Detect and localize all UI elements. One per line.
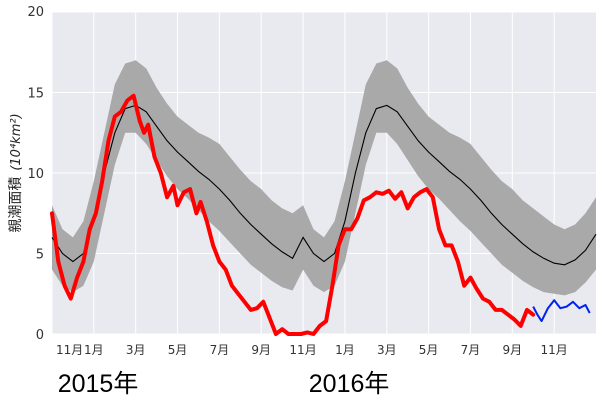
x-tick-label: 5月 <box>168 343 188 357</box>
observed-line <box>50 93 536 336</box>
y-tick-label: 10 <box>27 167 44 182</box>
x-tick-label: 7月 <box>461 343 481 357</box>
x-tick-label: 11月 <box>541 343 568 357</box>
y-tick-label: 0 <box>36 328 44 343</box>
x-tick-labels: 11月 1月 3月 5月 7月 9月 11月 1月 3月 5月 7月 9月 11月 <box>56 343 568 357</box>
svg-text:親潮面積(10⁴km²): 親潮面積 (10⁴km²) <box>8 113 24 232</box>
y-axis-label-unit: (10⁴km²) <box>9 113 24 170</box>
x-tick-label: 3月 <box>126 343 146 357</box>
x-tick-label: 1月 <box>84 343 104 357</box>
y-tick-labels: 0 5 10 15 20 <box>27 5 44 343</box>
y-tick-label: 5 <box>36 248 44 263</box>
y-tick-label: 20 <box>27 5 44 20</box>
range-band <box>52 60 596 296</box>
x-tick-label: 1月 <box>335 343 355 357</box>
x-tick-label: 9月 <box>251 343 271 357</box>
recent-line <box>532 299 591 323</box>
year-label: 2016年 <box>309 370 390 398</box>
x-tick-label: 11月 <box>289 343 316 357</box>
year-label: 2015年 <box>58 370 139 398</box>
year-labels: 2015年 2016年 <box>58 370 390 398</box>
x-tick-label: 3月 <box>377 343 397 357</box>
x-tick-label: 11月 <box>56 343 83 357</box>
y-tick-label: 15 <box>27 87 44 102</box>
y-axis-label-text: 親潮面積 <box>8 177 24 233</box>
y-axis-label: 親潮面積 (10⁴km²) <box>8 113 24 232</box>
x-tick-label: 5月 <box>419 343 439 357</box>
mean-line <box>51 104 597 266</box>
x-tick-label: 9月 <box>502 343 522 357</box>
x-tick-label: 7月 <box>210 343 230 357</box>
